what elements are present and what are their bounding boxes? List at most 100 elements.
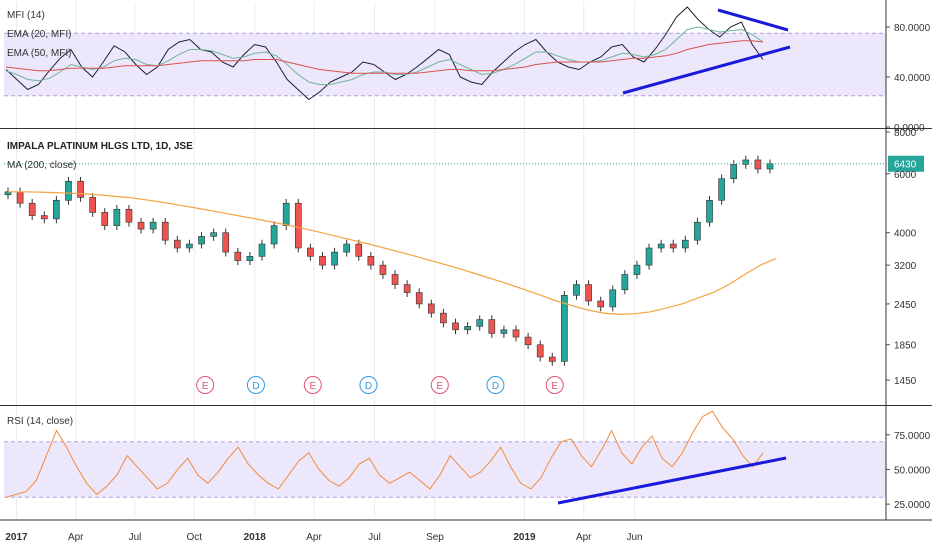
price-candle[interactable] — [730, 164, 738, 180]
price-candle[interactable] — [488, 319, 496, 334]
price-candle[interactable] — [53, 199, 60, 220]
time-tick-label: Sep — [426, 532, 444, 543]
price-candle[interactable] — [101, 212, 109, 226]
event-marker-letter: E — [551, 381, 558, 392]
price-candle[interactable] — [464, 326, 471, 331]
price-candle[interactable] — [294, 202, 302, 249]
price-candle[interactable] — [367, 256, 375, 266]
price-candle[interactable] — [343, 243, 350, 253]
event-marker-e[interactable] — [430, 376, 449, 394]
price-candle[interactable] — [452, 322, 459, 331]
event-marker-d[interactable] — [359, 376, 378, 394]
event-marker-e[interactable] — [545, 376, 564, 394]
price-candle[interactable] — [40, 215, 48, 220]
trendline[interactable] — [557, 456, 787, 505]
time-axis[interactable]: 2017 Apr Jul Oct 2018 Apr Jul Sep 2019 Apr Jun — [5, 532, 642, 543]
price-candle[interactable] — [125, 208, 133, 223]
price-title: IMPALA PLATINUM HLGS LTD, 1D, JSE — [7, 141, 193, 152]
axis-tick-label: 6000 — [894, 170, 917, 181]
price-candle[interactable] — [548, 356, 556, 362]
price-axis[interactable]: 80.000040.00000.000075.000050.000025.000… — [886, 23, 931, 511]
price-candle[interactable] — [331, 251, 338, 266]
price-candle[interactable] — [500, 329, 508, 334]
price-candle[interactable] — [65, 180, 72, 201]
axis-tick-label: 2450 — [894, 300, 917, 311]
price-candle[interactable] — [379, 264, 387, 275]
price-candle[interactable] — [766, 163, 774, 170]
axis-tick-label: 75.0000 — [894, 431, 931, 442]
price-candle[interactable] — [440, 312, 447, 324]
price-candle[interactable] — [657, 243, 665, 249]
price-candle[interactable] — [270, 225, 278, 245]
pane-frame — [0, 0, 932, 521]
price-candle[interactable] — [137, 221, 145, 230]
price-candle[interactable] — [609, 289, 617, 308]
price-candle[interactable] — [161, 221, 169, 241]
rsi-pane[interactable] — [5, 410, 764, 498]
price-candle[interactable] — [28, 202, 36, 216]
price-candle[interactable] — [307, 247, 314, 257]
ma200-line[interactable] — [8, 191, 777, 316]
axis-tick-label: 25.0000 — [894, 500, 931, 511]
overbought-oversold-band — [4, 33, 886, 96]
last-price-label: 6430 — [894, 160, 917, 171]
price-candle[interactable] — [633, 264, 641, 275]
price-candle[interactable] — [536, 344, 544, 358]
event-marker-e[interactable] — [303, 376, 322, 394]
price-candle[interactable] — [77, 180, 84, 198]
price-candle[interactable] — [428, 303, 435, 314]
mfi-pane[interactable] — [5, 6, 764, 101]
price-candle[interactable] — [694, 221, 701, 241]
trendline[interactable] — [622, 45, 791, 95]
price-candle[interactable] — [222, 232, 230, 253]
price-candle[interactable] — [210, 232, 217, 237]
price-candle[interactable] — [669, 243, 677, 249]
price-candle[interactable] — [403, 284, 411, 293]
price-candle[interactable] — [186, 243, 193, 249]
event-marker-e[interactable] — [196, 376, 215, 394]
trendlines[interactable] — [557, 8, 791, 505]
price-candle[interactable] — [682, 239, 689, 249]
price-candle[interactable] — [391, 274, 399, 285]
series-line-rsi-14-close[interactable] — [5, 410, 764, 498]
price-candle[interactable] — [355, 243, 363, 257]
price-candle[interactable] — [561, 294, 568, 362]
price-candle[interactable] — [89, 197, 96, 213]
price-candle[interactable] — [476, 319, 484, 327]
event-marker-letter: E — [202, 381, 209, 392]
series-line-ema-20-mfi[interactable] — [5, 26, 764, 85]
price-candle[interactable] — [282, 202, 290, 226]
price-candle[interactable] — [645, 247, 653, 266]
time-tick-label: Jun — [626, 532, 642, 543]
event-marker-d[interactable] — [246, 376, 265, 394]
price-candle[interactable] — [149, 221, 157, 230]
price-candle[interactable] — [174, 239, 181, 249]
price-candle[interactable] — [246, 256, 254, 261]
price-candle[interactable] — [742, 159, 750, 165]
series-line-ema-50-mfi[interactable] — [5, 40, 764, 74]
price-candle[interactable] — [234, 251, 242, 261]
price-candle[interactable] — [319, 256, 326, 266]
price-candle[interactable] — [524, 336, 532, 346]
price-candle[interactable] — [573, 284, 580, 296]
price-candle[interactable] — [597, 300, 604, 308]
price-candle[interactable] — [415, 292, 423, 305]
price-candle[interactable] — [198, 236, 205, 245]
price-candle[interactable] — [113, 208, 121, 226]
event-marker-letter: D — [492, 381, 499, 392]
time-tick-label: Oct — [186, 532, 202, 543]
trendline[interactable] — [717, 8, 789, 32]
price-candle[interactable] — [258, 243, 266, 257]
event-marker-d[interactable] — [486, 376, 505, 394]
price-candle[interactable] — [706, 199, 713, 223]
price-candle[interactable] — [621, 274, 629, 291]
price-candle[interactable] — [754, 159, 762, 170]
price-candle[interactable] — [585, 284, 592, 302]
price-candle[interactable] — [718, 178, 725, 201]
time-tick-label: Apr — [306, 532, 322, 543]
price-candle[interactable] — [512, 329, 520, 338]
price-candle[interactable] — [16, 191, 24, 204]
